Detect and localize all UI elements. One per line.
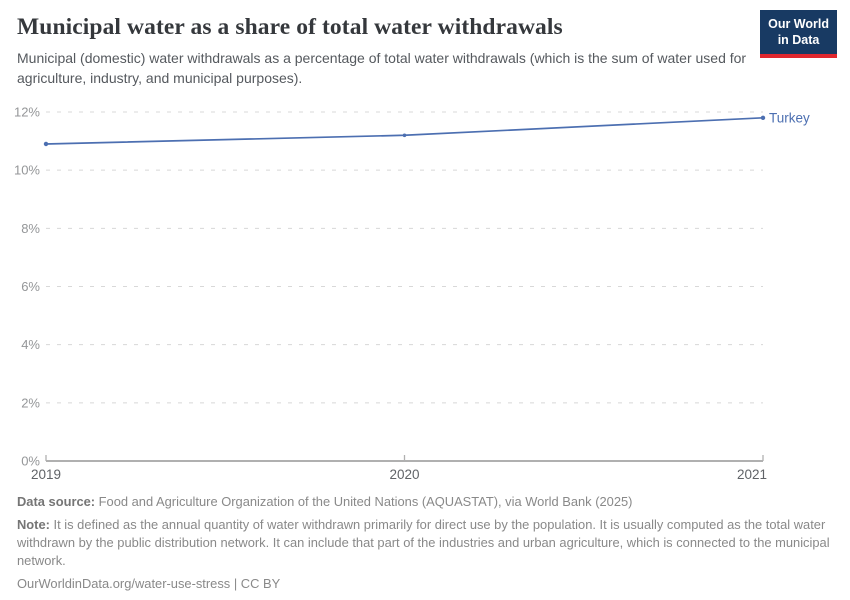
x-tick-label: 2021 bbox=[737, 467, 767, 482]
y-tick-label: 2% bbox=[21, 395, 40, 410]
citation-line: OurWorldinData.org/water-use-stress | CC… bbox=[17, 575, 834, 593]
owid-url-link[interactable]: OurWorldinData.org/water-use-stress bbox=[17, 576, 231, 592]
owid-logo-line2: in Data bbox=[777, 33, 820, 48]
chart-header: Municipal water as a share of total wate… bbox=[0, 0, 850, 88]
data-source-text: Food and Agriculture Organization of the… bbox=[95, 494, 633, 509]
data-source-line: Data source: Food and Agriculture Organi… bbox=[17, 493, 834, 511]
note-text: It is defined as the annual quantity of … bbox=[17, 517, 830, 569]
note-label: Note: bbox=[17, 517, 50, 533]
chart-area[interactable]: 0% 2% 4% 6% 8% 10% 12% 2019 2020 2021 Turkey bbox=[0, 95, 850, 490]
y-tick-label: 12% bbox=[14, 105, 40, 120]
owid-logo[interactable]: Our World in Data bbox=[760, 10, 837, 58]
citation-separator: | bbox=[230, 576, 241, 592]
data-source-label: Data source: bbox=[17, 494, 96, 509]
data-point[interactable] bbox=[760, 115, 766, 121]
series-entity-label[interactable]: Turkey bbox=[769, 110, 810, 125]
data-point[interactable] bbox=[43, 141, 49, 147]
chart-subtitle: Municipal (domestic) water withdrawals a… bbox=[17, 50, 747, 87]
chart-footer: Data source: Food and Agriculture Organi… bbox=[17, 493, 834, 598]
y-tick-label: 10% bbox=[14, 163, 40, 178]
x-tick-label: 2020 bbox=[389, 467, 419, 482]
data-point[interactable] bbox=[402, 133, 407, 138]
x-tick-label: 2019 bbox=[31, 467, 61, 482]
page-title: Municipal water as a share of total wate… bbox=[17, 14, 563, 40]
note-line: Note: It is defined as the annual quanti… bbox=[17, 516, 834, 570]
license-label: CC BY bbox=[240, 576, 281, 592]
y-tick-label: 0% bbox=[21, 454, 40, 469]
owid-logo-line1: Our World bbox=[768, 17, 829, 31]
series-line[interactable] bbox=[45, 116, 764, 145]
y-tick-label: 6% bbox=[21, 279, 40, 294]
y-tick-label: 4% bbox=[21, 337, 40, 352]
y-tick-label: 8% bbox=[21, 221, 40, 236]
chart-svg[interactable]: 0% 2% 4% 6% 8% 10% 12% 2019 2020 2021 Turkey bbox=[0, 95, 850, 490]
